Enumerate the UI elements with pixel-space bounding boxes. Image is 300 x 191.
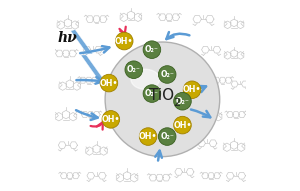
Circle shape: [102, 111, 120, 128]
Circle shape: [116, 32, 133, 50]
Circle shape: [105, 42, 220, 157]
Circle shape: [158, 66, 176, 83]
Circle shape: [183, 81, 201, 99]
Circle shape: [125, 61, 142, 79]
Text: O₂⁻: O₂⁻: [176, 97, 189, 106]
Text: 2: 2: [173, 98, 180, 108]
Polygon shape: [71, 30, 103, 80]
Text: TiO: TiO: [149, 88, 174, 103]
Circle shape: [158, 128, 176, 145]
Text: OH•: OH•: [100, 79, 118, 88]
Text: OH•: OH•: [139, 132, 157, 141]
Text: OH•: OH•: [173, 121, 192, 130]
Text: O₂⁻: O₂⁻: [145, 89, 159, 98]
Text: OH•: OH•: [115, 36, 134, 46]
Circle shape: [174, 116, 191, 134]
Circle shape: [143, 85, 161, 102]
Text: O₂⁻: O₂⁻: [160, 70, 174, 79]
Text: hν: hν: [57, 31, 77, 45]
Text: OH•: OH•: [183, 85, 201, 94]
Ellipse shape: [131, 69, 160, 89]
Circle shape: [174, 92, 191, 110]
Text: O₂⁻: O₂⁻: [145, 45, 159, 54]
Text: OH•: OH•: [102, 115, 120, 124]
Circle shape: [100, 74, 118, 92]
Text: O₂⁻: O₂⁻: [160, 132, 174, 141]
Circle shape: [139, 128, 157, 145]
Circle shape: [143, 41, 161, 58]
Text: O₂⁻: O₂⁻: [127, 65, 141, 74]
